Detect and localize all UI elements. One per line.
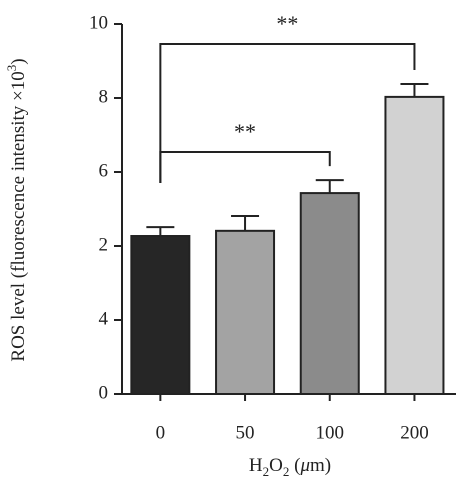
y-tick-label: 0 [99, 382, 109, 403]
x-axis-title: H2O2 (μm) [249, 455, 331, 479]
significance-label: ** [234, 119, 256, 144]
bar [299, 192, 360, 395]
significance-bracket [159, 43, 416, 183]
bar [130, 235, 191, 395]
y-tick-label: 10 [89, 12, 108, 33]
x-tick-label: 0 [156, 422, 166, 443]
y-tick-label: 6 [99, 160, 109, 181]
y-title-main: ROS level (fluorescence intensity ×10 [8, 71, 29, 361]
x-title-part: O [269, 455, 283, 476]
x-tick-label: 50 [236, 422, 255, 443]
y-tick-label: 4 [99, 308, 109, 329]
y-title-sup: 3 [4, 65, 19, 72]
x-title-part: H [249, 455, 263, 476]
y-tick-label: 2 [99, 234, 109, 255]
significance-label: ** [276, 11, 298, 36]
x-title-sub: 2 [263, 464, 270, 479]
y-tick-label: 8 [99, 86, 109, 107]
bar [384, 95, 445, 395]
x-title-part: ( [289, 455, 300, 476]
x-tick-label: 100 [316, 422, 345, 443]
x-tick-label: 200 [400, 422, 429, 443]
y-title-end: ) [8, 58, 29, 64]
x-title-sub: 2 [283, 464, 290, 479]
x-title-part: μ [299, 455, 310, 476]
x-title-part: m) [310, 455, 331, 476]
bar [215, 229, 276, 395]
significance-bracket [159, 151, 331, 183]
y-axis-title: ROS level (fluorescence intensity ×103) [4, 58, 29, 361]
